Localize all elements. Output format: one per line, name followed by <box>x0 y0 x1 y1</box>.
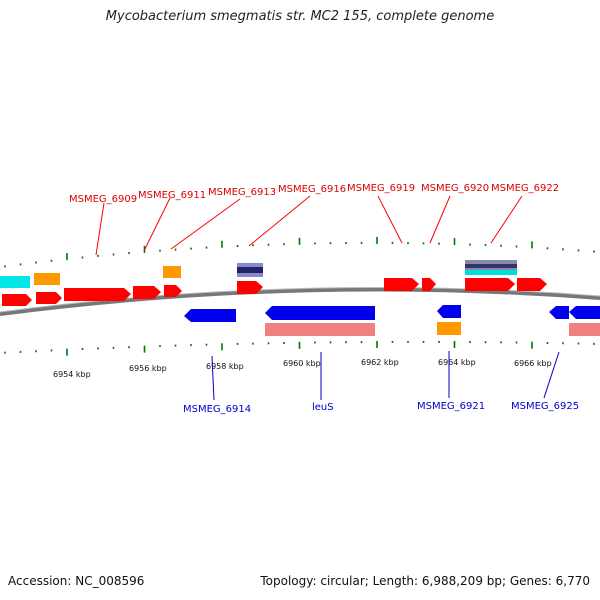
label-leader <box>543 351 560 399</box>
gene-forward[interactable] <box>2 294 32 306</box>
top-gene-labels: MSMEG_6909 MSMEG_6911 MSMEG_6913 MSMEG_6… <box>69 183 559 256</box>
misc-feature[interactable] <box>237 263 263 267</box>
scale-labels: 6954 kbp 6956 kbp 6958 kbp 6960 kbp 6962… <box>53 358 552 379</box>
label-leader <box>490 195 523 244</box>
gene-forward[interactable] <box>465 278 515 291</box>
scale-label: 6960 kbp <box>283 359 321 368</box>
reverse-genes <box>184 305 600 336</box>
gene-reverse[interactable] <box>437 305 461 318</box>
gene-reverse[interactable] <box>184 309 236 322</box>
scale-label: 6956 kbp <box>129 364 167 373</box>
gene-forward[interactable] <box>36 292 62 304</box>
gene-reverse-light[interactable] <box>569 323 600 336</box>
scale-label: 6958 kbp <box>206 362 244 371</box>
gene-label[interactable]: MSMEG_6914 <box>183 404 251 415</box>
feature-track-upper <box>0 260 517 288</box>
gene-label[interactable]: MSMEG_6913 <box>208 187 276 198</box>
label-leader <box>377 195 403 244</box>
gene-label[interactable]: MSMEG_6909 <box>69 194 137 205</box>
gene-reverse[interactable] <box>549 306 569 319</box>
inner-scale-ticks <box>4 340 595 356</box>
misc-feature[interactable] <box>237 273 263 277</box>
map-title: Mycobacterium smegmatis str. MC2 155, co… <box>105 9 495 24</box>
gene-label[interactable]: MSMEG_6920 <box>421 183 489 194</box>
label-leader <box>170 198 241 250</box>
bottom-gene-labels: MSMEG_6914 leuS MSMEG_6921 MSMEG_6925 <box>183 351 579 415</box>
misc-feature[interactable] <box>465 260 517 264</box>
gene-reverse[interactable] <box>569 306 600 319</box>
genome-backbone <box>0 287 600 316</box>
gene-label[interactable]: leuS <box>312 402 334 413</box>
gene-forward[interactable] <box>517 278 547 291</box>
scale-label: 6966 kbp <box>514 359 552 368</box>
gene-forward[interactable] <box>422 278 436 291</box>
gene-label[interactable]: MSMEG_6925 <box>511 401 579 412</box>
gene-reverse-light[interactable] <box>265 323 375 336</box>
misc-feature[interactable] <box>465 268 517 270</box>
forward-genes <box>2 278 547 306</box>
scale-label: 6962 kbp <box>361 358 399 367</box>
outer-scale-ticks <box>4 236 595 268</box>
gene-forward[interactable] <box>237 281 263 294</box>
gene-label[interactable]: MSMEG_6911 <box>138 190 206 201</box>
gene-forward[interactable] <box>64 288 131 301</box>
gene-forward[interactable] <box>133 286 161 299</box>
scale-label: 6964 kbp <box>438 358 476 367</box>
genome-summary: Topology: circular; Length: 6,988,209 bp… <box>260 574 590 588</box>
rna-feature[interactable] <box>437 322 461 335</box>
misc-feature[interactable] <box>465 264 517 268</box>
gene-forward[interactable] <box>384 278 419 291</box>
rna-feature[interactable] <box>34 273 60 285</box>
gene-reverse[interactable] <box>265 306 375 320</box>
genome-backbone-highlight <box>0 286 600 313</box>
gene-label[interactable]: MSMEG_6922 <box>491 183 559 194</box>
scale-label: 6954 kbp <box>53 370 91 379</box>
gene-label[interactable]: MSMEG_6921 <box>417 401 485 412</box>
misc-feature[interactable] <box>465 270 517 275</box>
accession-text: Accession: NC_008596 <box>8 574 145 588</box>
label-leader <box>248 195 311 247</box>
label-leader <box>211 355 215 401</box>
rna-feature[interactable] <box>163 266 181 278</box>
gene-forward[interactable] <box>164 285 182 297</box>
label-leader <box>143 197 171 252</box>
misc-feature[interactable] <box>237 267 263 273</box>
gene-label[interactable]: MSMEG_6916 <box>278 184 346 195</box>
gene-label[interactable]: MSMEG_6919 <box>347 183 415 194</box>
label-leader <box>95 202 105 256</box>
label-leader <box>429 195 451 244</box>
misc-feature[interactable] <box>0 276 30 288</box>
